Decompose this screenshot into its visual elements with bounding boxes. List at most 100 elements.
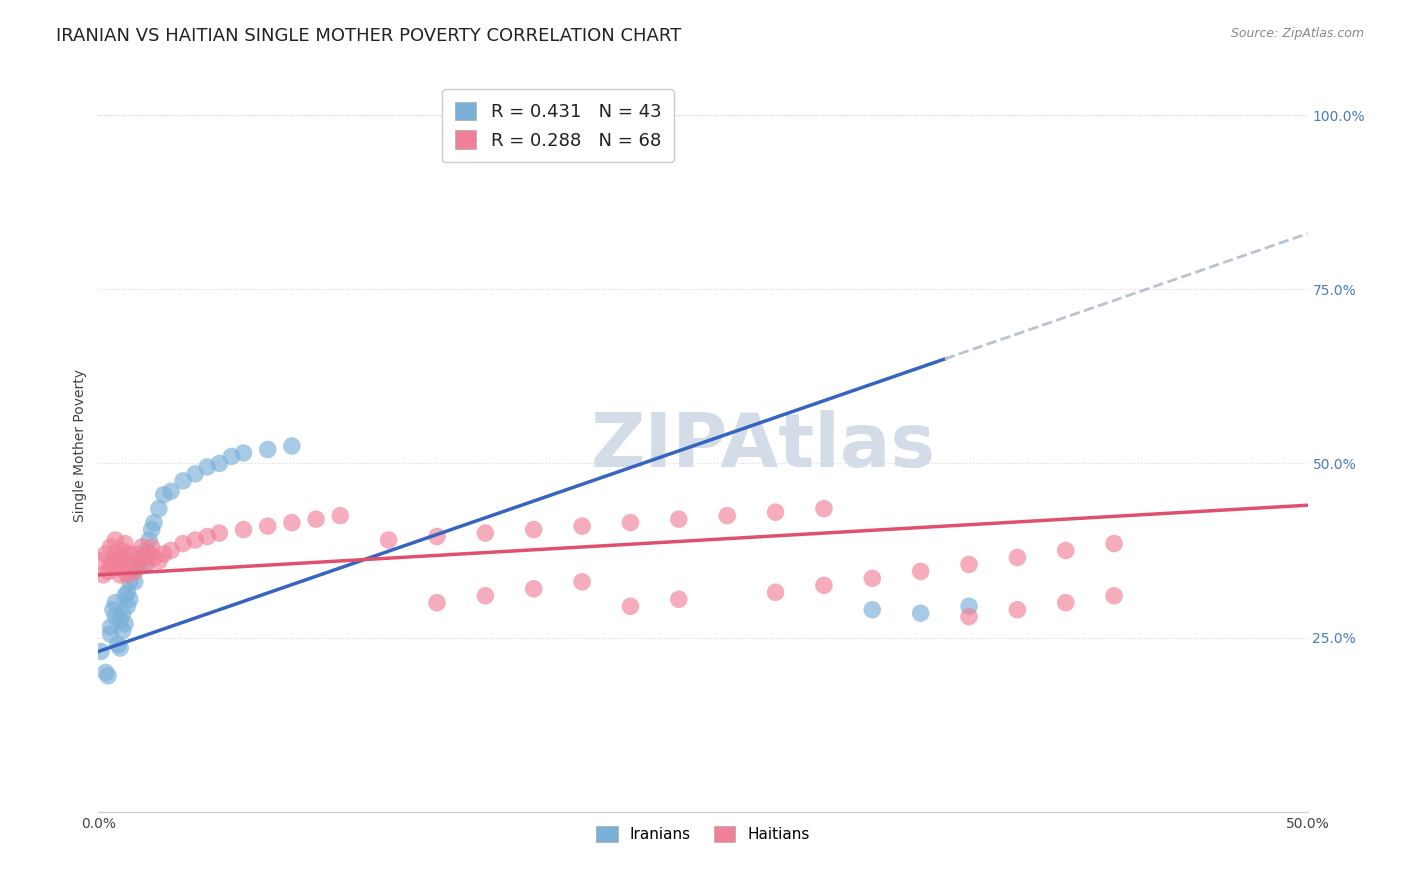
Point <box>813 501 835 516</box>
Point <box>127 547 149 561</box>
Point <box>221 450 243 464</box>
Point <box>957 609 980 624</box>
Point <box>138 533 160 547</box>
Point <box>100 627 122 641</box>
Point <box>523 582 546 596</box>
Point <box>474 589 496 603</box>
Point <box>957 558 980 572</box>
Point <box>716 508 738 523</box>
Point <box>114 616 136 631</box>
Point <box>910 565 932 579</box>
Point <box>426 530 449 544</box>
Point <box>148 501 170 516</box>
Point <box>101 554 124 568</box>
Point <box>97 565 120 579</box>
Point <box>128 554 150 568</box>
Point <box>160 484 183 499</box>
Point <box>1007 603 1029 617</box>
Text: IRANIAN VS HAITIAN SINGLE MOTHER POVERTY CORRELATION CHART: IRANIAN VS HAITIAN SINGLE MOTHER POVERTY… <box>56 27 682 45</box>
Point <box>121 565 143 579</box>
Point <box>108 613 131 627</box>
Point <box>128 554 150 568</box>
Point <box>957 599 980 614</box>
Point <box>117 567 139 582</box>
Point <box>124 565 146 579</box>
Point <box>97 669 120 683</box>
Point <box>329 508 352 523</box>
Point <box>195 530 218 544</box>
Point <box>571 519 593 533</box>
Point <box>135 543 157 558</box>
Point <box>91 567 114 582</box>
Point <box>1102 589 1125 603</box>
Point <box>127 561 149 575</box>
Point <box>118 547 141 561</box>
Point <box>135 558 157 572</box>
Legend: Iranians, Haitians: Iranians, Haitians <box>591 820 815 848</box>
Point <box>131 550 153 565</box>
Point <box>104 547 127 561</box>
Point <box>108 640 131 655</box>
Point <box>256 519 278 533</box>
Point <box>765 505 787 519</box>
Point <box>100 540 122 554</box>
Point <box>118 592 141 607</box>
Point <box>101 603 124 617</box>
Point <box>131 540 153 554</box>
Point <box>1054 596 1077 610</box>
Point <box>208 457 231 471</box>
Point <box>108 550 131 565</box>
Point <box>104 609 127 624</box>
Text: ZIPAtlas: ZIPAtlas <box>591 409 936 483</box>
Point <box>111 558 134 572</box>
Point <box>281 516 304 530</box>
Point <box>619 516 641 530</box>
Point <box>114 589 136 603</box>
Point <box>111 624 134 638</box>
Point <box>104 533 127 547</box>
Point <box>195 459 218 474</box>
Point <box>668 512 690 526</box>
Point <box>94 547 117 561</box>
Point <box>172 536 194 550</box>
Point <box>143 516 166 530</box>
Point <box>305 512 328 526</box>
Point <box>184 533 207 547</box>
Point <box>138 547 160 561</box>
Point <box>152 547 174 561</box>
Point <box>134 558 156 572</box>
Point <box>860 571 883 585</box>
Point <box>256 442 278 457</box>
Point <box>108 567 131 582</box>
Point <box>172 474 194 488</box>
Point <box>121 558 143 572</box>
Point <box>117 599 139 614</box>
Point <box>141 523 163 537</box>
Point <box>134 550 156 565</box>
Point <box>765 585 787 599</box>
Point <box>232 523 254 537</box>
Point <box>104 596 127 610</box>
Point <box>208 526 231 541</box>
Point <box>377 533 399 547</box>
Point <box>668 592 690 607</box>
Point <box>910 606 932 620</box>
Point <box>107 561 129 575</box>
Point <box>523 523 546 537</box>
Point <box>1102 536 1125 550</box>
Point <box>111 543 134 558</box>
Point <box>426 596 449 610</box>
Point <box>619 599 641 614</box>
Point <box>152 488 174 502</box>
Point <box>813 578 835 592</box>
Point <box>474 526 496 541</box>
Point <box>160 543 183 558</box>
Point <box>118 574 141 589</box>
Point <box>124 574 146 589</box>
Point <box>184 467 207 481</box>
Point <box>143 550 166 565</box>
Point <box>111 606 134 620</box>
Point <box>281 439 304 453</box>
Point <box>117 554 139 568</box>
Point <box>117 585 139 599</box>
